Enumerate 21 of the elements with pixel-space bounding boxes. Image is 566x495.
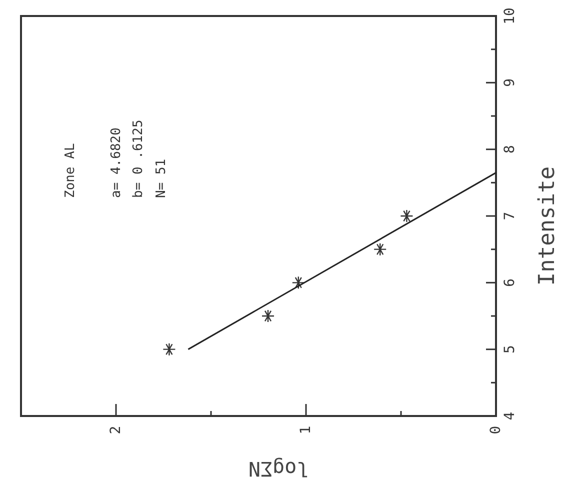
- annotation: N= 51: [154, 158, 169, 198]
- x-tick-label: 1: [298, 426, 314, 434]
- point: [162, 342, 176, 356]
- y-tick-label: 5: [502, 345, 518, 354]
- annotation: Zone AL: [63, 143, 78, 198]
- point: [292, 276, 305, 290]
- y-axis-title: Intensite: [535, 166, 560, 286]
- x-axis-title: logΣN: [248, 457, 309, 481]
- y-tick-label: 7: [502, 212, 518, 220]
- point: [374, 242, 387, 256]
- y-tick-label: 8: [502, 145, 518, 154]
- y-tick-label: 4: [502, 412, 518, 420]
- x-tick-label: 0: [488, 426, 504, 434]
- annotation: a= 4.6820: [109, 128, 124, 198]
- point: [400, 209, 414, 223]
- annotation: b= 0 .6125: [131, 120, 146, 198]
- y-tick-label: 6: [502, 278, 518, 287]
- x-tick-label: 2: [108, 426, 124, 434]
- y-tick-label: 10: [502, 8, 518, 24]
- y-tick-label: 9: [502, 78, 518, 87]
- point: [261, 309, 275, 323]
